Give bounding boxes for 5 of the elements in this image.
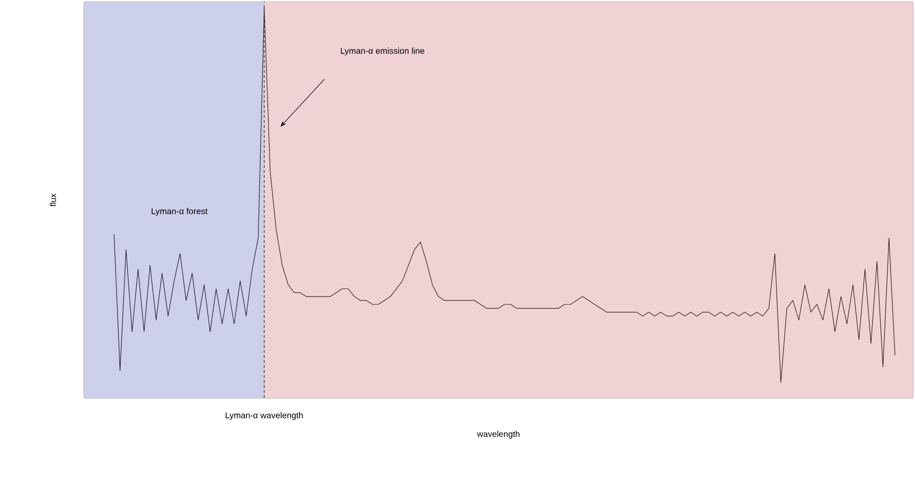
annotation: Lyman-α emission line: [340, 48, 424, 56]
annotation: Lyman-α forest: [152, 208, 208, 216]
text: Lyman-α wavelength: [226, 412, 303, 420]
x-axis-title: wavelength: [476, 430, 520, 439]
y-axis-title: flux: [50, 193, 56, 206]
